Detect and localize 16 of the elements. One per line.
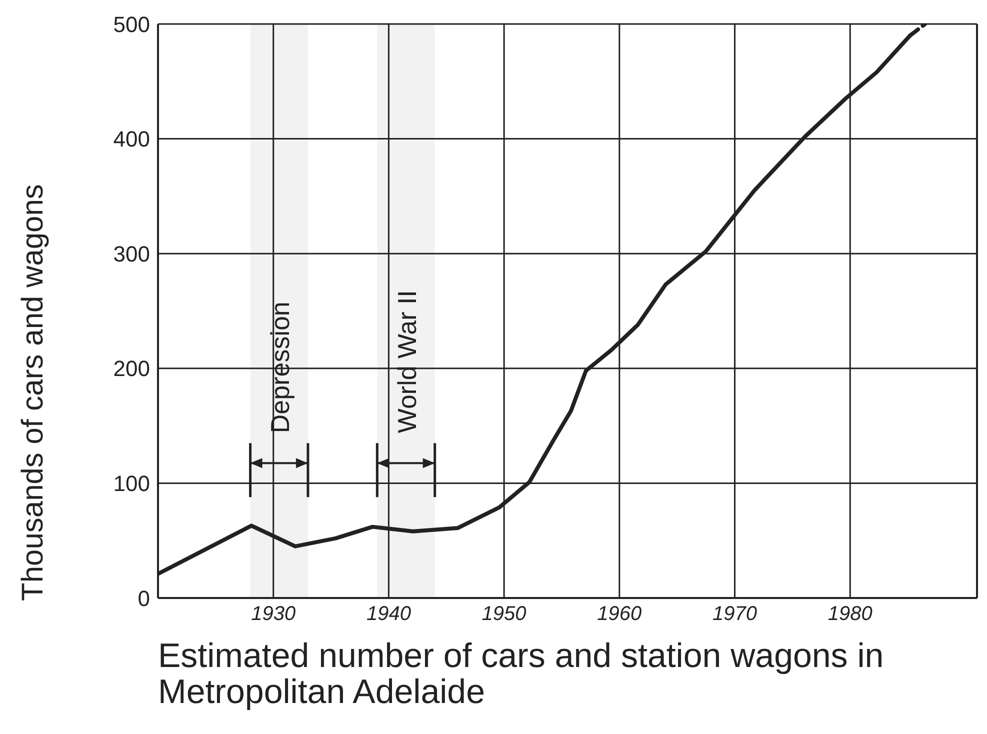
y-tick-label: 500 <box>113 12 150 37</box>
band-label: Depression <box>265 302 296 434</box>
y-tick-label: 0 <box>138 586 150 611</box>
x-tick-label: 1950 <box>482 603 526 626</box>
x-tick-label: 1930 <box>251 603 296 626</box>
y-tick-label: 300 <box>113 241 150 266</box>
x-tick-label: 1960 <box>597 603 642 626</box>
y-tick-label: 400 <box>113 126 150 152</box>
x-tick-label: 1940 <box>366 603 411 626</box>
x-axis-title: Estimated number of cars and station wagons in Metropolitan Adelaide <box>158 637 885 711</box>
y-tick-label: 100 <box>113 471 150 496</box>
x-tick-label: 1970 <box>712 603 758 626</box>
x-tick-label: 1980 <box>828 603 872 626</box>
y-tick-label: 200 <box>113 356 150 382</box>
band-label: World War II <box>392 290 422 434</box>
y-axis-title: Thousands of cars and wagons <box>16 184 50 601</box>
